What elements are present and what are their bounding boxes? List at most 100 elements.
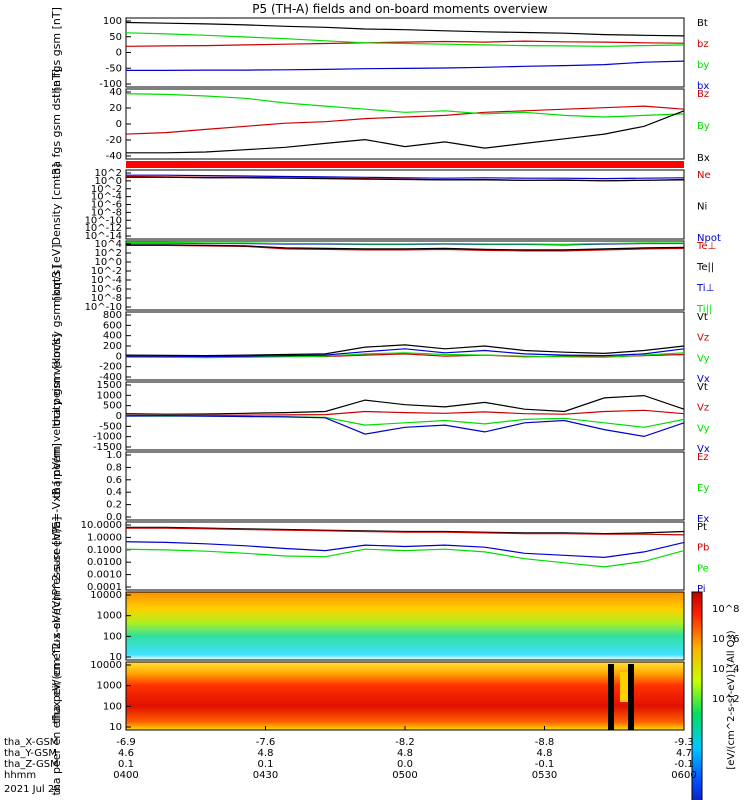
ylabel-1: tha fgs gsm dsl [nT] [50,69,63,179]
series-0-by [125,32,685,47]
footer-y-1: 4.8 [258,748,274,759]
ytick-1-4: -40 [106,151,122,162]
legend-7-0: Pt [697,522,707,533]
panel-0: 100 50 0 -50 -100 tha fgs gsm [nT] Bt bz by bx [50,7,709,98]
panel-frame-3 [125,240,685,311]
ytick-7-4: 0.0010 [87,570,122,581]
legend-2-1: Ni [697,202,707,213]
legend-5-3: Vx [697,444,710,455]
ytick-5-5: -1000 [93,432,122,443]
series-4-Vt [125,344,685,357]
ytick-2-1: 10^0 [95,176,122,187]
colorbar: 10^8 10^6 10^4 10^2 [eV/(cm^2-s-sr-eV)] … [691,591,739,800]
spectrogram-fill-9 [126,662,684,730]
legend-4-2: Vy [697,353,710,364]
footer-z-2: 0.0 [397,759,413,770]
legend-6-1: Ey [697,483,709,494]
panel-frame-6 [125,451,685,521]
ytick-4-5: -200 [99,362,122,373]
legend-6-0: Ez [697,452,709,463]
ytick-4-6: -400 [99,372,122,383]
legend-0-3: bx [697,81,709,92]
ylabel-3: moqt3 [eV] [50,244,63,306]
ytick-5-2: 500 [103,401,122,412]
legend-5-0: Vt [697,382,708,393]
ytick-9-0: 10000 [90,660,122,671]
spectrogram-fill-8 [126,592,684,660]
ytick-1-1: 20 [109,103,122,114]
ytick-5-3: 0 [116,411,122,422]
panel-1: 40 20 0 -20 -40 tha fgs gsm dsl [nT] Bz By Bx [50,69,710,179]
series-4-Vx [126,348,685,358]
ytick-7-5: 0.0001 [87,582,122,593]
footer-hhmm-0: 0400 [113,770,138,781]
ylabel-0: tha fgs gsm [nT] [50,7,63,98]
ytick-3-4: 10^-4 [91,275,122,286]
ytick-8-3: 10 [109,652,122,663]
ytick-2-3: 10^-4 [91,192,122,203]
footer-x-0: -6.9 [116,737,136,748]
ytick-3-0: 10^4 [95,239,122,250]
series-1-By [125,93,685,118]
ytick-8-1: 1000 [97,611,122,622]
footer-z-1: 0.1 [258,759,274,770]
footer-x-2: -8.2 [395,737,415,748]
ytick-5-6: -1500 [93,442,122,453]
legend-3-1: Te|| [696,262,714,273]
series-0-Bt [125,21,685,37]
legend-1-1: By [697,121,710,132]
panel-frame-8 [125,591,685,661]
legend-1-2: Bx [697,153,710,164]
ytick-7-2: 0.1000 [87,545,122,556]
ylabel-9: tha peer en eflux eV/(cm^2-s-sr-eV) [50,596,63,795]
ytick-4-3: 200 [103,341,122,352]
ytick-6-5: 0.0 [106,512,122,523]
series-3-Ti|| [126,241,684,246]
ytick-6-0: 1.0 [106,450,122,461]
ytick-9-3: 10 [109,722,122,733]
panel-8: 10000 1000 100 10 tha peir en eflux eV/(cm^2… [50,528,685,724]
ytick-3-3: 10^-2 [91,266,122,277]
ylabel-6: E=-VxB [mV/m] [50,443,63,529]
ytick-1-0: 40 [109,87,122,98]
series-5-Vx [125,415,685,438]
series-2-Npot [126,174,685,180]
ytick-3-2: 10^0 [95,257,122,268]
legend-7-1: Pb [697,543,709,554]
ytick-0-0: 100 [103,16,122,27]
series-1-Bz [125,105,685,135]
colorbar-tick-3: 10^2 [712,694,739,705]
footer-ephemeris: tha_X-GSM tha_Y-GSM tha_Z-GSM hhmm 2021 … [4,737,697,795]
ytick-3-1: 10^2 [95,248,122,259]
series-7-Pe [125,548,685,568]
panel-frame-7 [125,521,685,591]
panel-2: 10^210^010^-210^-410^-610^-810^-1010^-12… [50,164,721,246]
ytick-0-1: 50 [109,32,122,43]
series-5-Vy [125,415,685,428]
figure-title: P5 (TH-A) fields and on-board moments ov… [252,2,548,16]
legend-6-2: Ex [697,514,709,525]
spectrogram-block [620,672,628,702]
series-7-Pt [126,526,685,535]
footer-z-4: -0.1 [674,759,694,770]
ytick-0-2: 0 [116,48,122,59]
ytick-2-4: 10^-6 [91,200,122,211]
ytick-0-4: -100 [99,79,122,90]
footer-row-label-z: tha_Z-GSM [4,759,59,770]
ytick-1-3: -20 [106,135,122,146]
footer-row-label-x: tha_X-GSM [4,737,58,748]
footer-date: 2021 Jul 28 [4,784,61,795]
series-5-Vz [125,409,685,417]
ytick-8-0: 10000 [90,590,122,601]
ytick-4-2: 400 [103,331,122,342]
panel-3: 10^410^210^010^-210^-410^-610^-810^-10 mo… [50,239,716,315]
series-2-Ni [126,176,685,182]
legend-3-2: Ti⊥ [696,283,714,294]
series-1-Bx [126,110,685,154]
legend-4-0: Vt [697,312,708,323]
panel-frame-4 [125,311,685,381]
footer-hhmm-1: 0430 [253,770,278,781]
ytick-2-7: 10^-12 [85,223,122,234]
ytick-2-8: 10^-14 [85,231,122,242]
